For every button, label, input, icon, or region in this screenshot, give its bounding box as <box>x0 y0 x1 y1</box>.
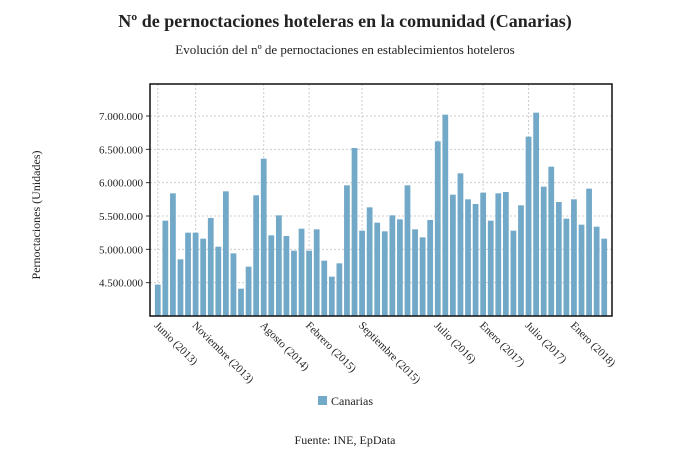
x-tick-label: Septiembre (2015) <box>356 320 423 387</box>
x-tick-label: Enero (2017) <box>477 320 527 370</box>
bar <box>200 238 207 316</box>
bar <box>154 284 161 316</box>
bar <box>465 199 471 316</box>
y-tick-label: 6.500.000 <box>99 144 144 156</box>
bar <box>434 141 441 316</box>
bar <box>230 253 237 316</box>
x-tick-label: Enero (2018) <box>568 320 618 370</box>
bar <box>381 231 388 316</box>
bar <box>223 191 229 316</box>
x-tick-label: Noviembre (2013) <box>189 320 255 386</box>
bar <box>170 193 176 316</box>
bar <box>366 207 373 316</box>
bar <box>578 224 585 316</box>
bar <box>192 232 199 316</box>
bar <box>238 288 244 316</box>
bar <box>253 195 260 316</box>
y-tick-label: 5.000.000 <box>99 244 144 256</box>
bar <box>472 204 479 316</box>
bar <box>450 194 456 316</box>
bar <box>344 185 350 316</box>
bar <box>404 185 411 316</box>
bar <box>525 136 532 316</box>
bar <box>548 166 555 316</box>
bar <box>586 188 592 316</box>
bar <box>177 259 184 316</box>
bar <box>593 226 600 316</box>
bar <box>480 192 487 316</box>
bar <box>215 246 222 316</box>
bar <box>374 222 381 316</box>
x-tick-label: Julio (2016) <box>432 320 479 367</box>
y-tick-label: 6.000.000 <box>99 178 144 190</box>
bar <box>419 237 426 316</box>
chart-title: Nº de pernoctaciones hoteleras en la com… <box>118 11 571 32</box>
bar <box>502 192 509 316</box>
bar <box>533 112 539 317</box>
bar <box>275 215 282 316</box>
source: Fuente: INE, EpData <box>295 433 397 447</box>
bar <box>389 215 396 316</box>
bar <box>571 199 577 316</box>
bar <box>359 230 365 316</box>
bar <box>427 220 434 316</box>
bar <box>207 218 214 316</box>
bar <box>412 229 418 316</box>
chart-subtitle: Evolución del nº de pernoctaciones en es… <box>175 42 514 57</box>
bar <box>442 114 449 317</box>
bar <box>268 235 275 316</box>
plot-border <box>149 83 613 317</box>
bar <box>563 218 570 316</box>
bar <box>283 236 290 316</box>
bar <box>162 220 169 316</box>
bar <box>260 158 267 316</box>
bar <box>245 266 252 316</box>
bar <box>457 173 464 316</box>
x-tick-label: Febrero (2015) <box>303 320 359 376</box>
bar <box>185 232 191 316</box>
x-tick-label: Julio (2017) <box>522 320 569 367</box>
bar <box>397 219 403 316</box>
bar <box>351 148 358 316</box>
bar <box>555 202 562 316</box>
y-tick-label: 5.500.000 <box>99 211 144 223</box>
bar <box>495 193 502 316</box>
bar <box>313 229 320 316</box>
y-tick-label: 4.500.000 <box>99 278 144 290</box>
bar <box>306 250 312 316</box>
bar <box>336 263 343 316</box>
legend-swatch <box>318 396 327 405</box>
bar <box>298 228 305 316</box>
bar <box>321 260 328 316</box>
bar <box>518 205 524 316</box>
bar <box>510 230 517 316</box>
bar <box>291 250 297 316</box>
bar <box>487 220 494 316</box>
bar <box>328 276 335 316</box>
bar <box>540 186 547 316</box>
bar <box>601 238 608 316</box>
y-tick-label: 7.000.000 <box>99 111 144 123</box>
legend-label: Canarias <box>331 394 373 408</box>
y-axis-label: Pernoctaciones (Unidades) <box>29 151 43 280</box>
